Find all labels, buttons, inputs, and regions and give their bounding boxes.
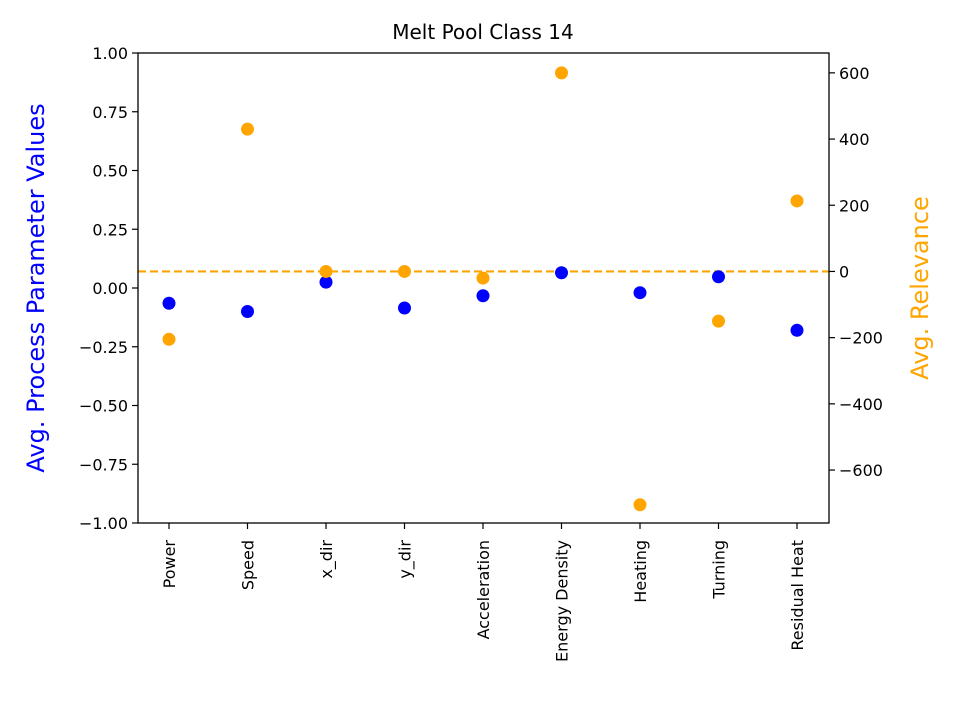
parameter-point	[555, 266, 568, 280]
relevance-point	[633, 498, 647, 512]
x-tick-label: Speed	[239, 540, 258, 590]
right-axis-title: Avg. Relevance	[906, 196, 934, 380]
left-tick-label: 0.00	[92, 279, 128, 298]
x-tick-label: x_dir	[317, 540, 337, 579]
x-tick-label: y_dir	[396, 540, 416, 579]
x-tick-label: Residual Heat	[788, 540, 807, 651]
left-tick-label: 0.50	[92, 162, 128, 181]
left-axis-title: Avg. Process Parameter Values	[22, 103, 50, 472]
data-points	[162, 66, 804, 512]
relevance-point	[319, 264, 333, 278]
parameter-point	[241, 305, 254, 318]
right-tick-label: 400	[839, 130, 870, 149]
left-tick-label: 0.75	[92, 103, 128, 122]
right-tick-label: −200	[839, 329, 883, 348]
x-axis-ticks: Power Speed x_dir y_dir Acceleration Energy D…	[160, 523, 807, 662]
parameter-point	[790, 323, 804, 337]
parameter-point	[162, 296, 176, 310]
parameter-point	[633, 286, 647, 300]
parameter-point	[712, 270, 725, 284]
parameter-point	[476, 289, 490, 303]
relevance-point	[398, 264, 411, 278]
x-tick-label: Power	[160, 540, 179, 589]
relevance-point	[241, 122, 254, 136]
plot-frame	[137, 52, 830, 524]
left-tick-label: −1.00	[79, 514, 128, 533]
right-tick-label: 600	[839, 64, 870, 83]
relevance-point	[712, 314, 725, 328]
x-tick-label: Turning	[710, 540, 729, 600]
right-tick-label: 200	[839, 196, 870, 215]
x-tick-label: Acceleration	[474, 540, 493, 639]
relevance-point	[162, 332, 176, 346]
right-tick-label: 0	[839, 262, 849, 281]
parameter-point	[319, 275, 333, 289]
right-tick-label: −600	[839, 461, 883, 480]
right-axis-ticks: 600 400 200 0 −200 −400 −600	[829, 64, 883, 480]
x-tick-label: Energy Density	[553, 540, 572, 662]
left-tick-label: −0.50	[79, 397, 128, 416]
chart-title: Melt Pool Class 14	[392, 20, 573, 44]
x-tick-label: Heating	[631, 540, 650, 603]
right-tick-label: −400	[839, 395, 883, 414]
relevance-point	[476, 271, 490, 285]
left-tick-label: 0.25	[92, 220, 128, 239]
parameter-point	[398, 301, 411, 315]
left-tick-label: 1.00	[92, 44, 128, 63]
relevance-point	[790, 194, 804, 208]
left-tick-label: −0.75	[79, 455, 128, 474]
relevance-point	[555, 66, 568, 80]
left-tick-label: −0.25	[79, 338, 128, 357]
left-axis-ticks: 1.00 0.75 0.50 0.25 0.00 −0.25 −0.50 −0.75 −1.00	[79, 44, 138, 533]
